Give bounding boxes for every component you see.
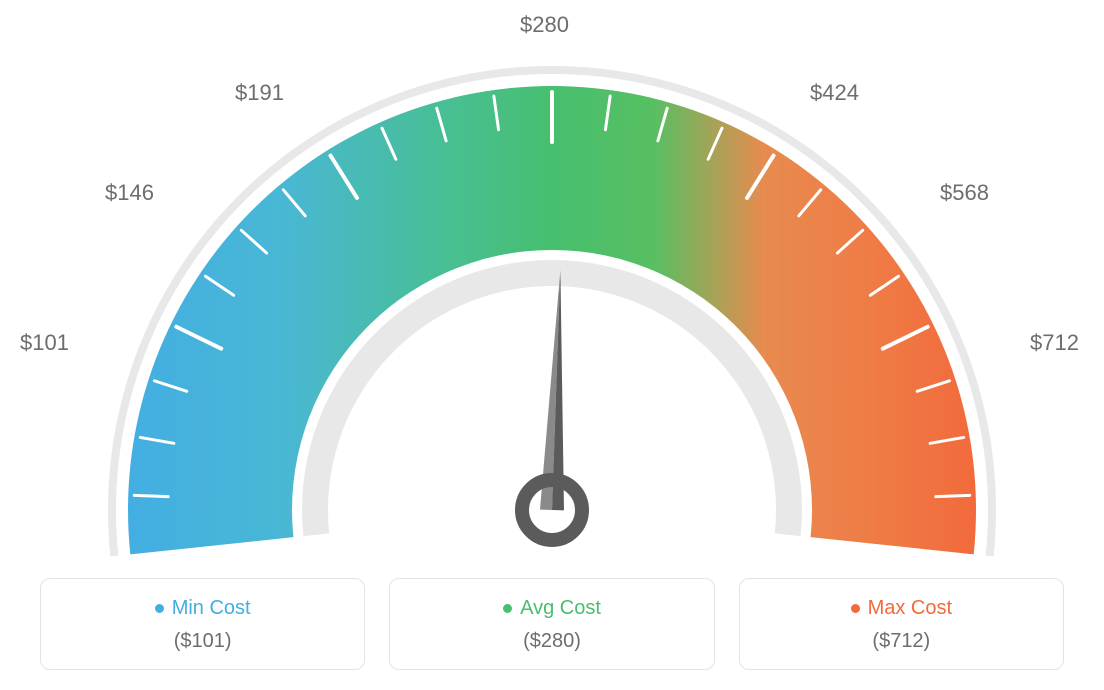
legend-label: Avg Cost: [520, 597, 601, 620]
legend-row: Min Cost ($101) Avg Cost ($280) Max Cost…: [40, 578, 1064, 670]
dot-icon: [503, 604, 512, 613]
legend-value: ($101): [51, 630, 354, 653]
legend-value: ($280): [400, 630, 703, 653]
gauge-tick-label: $146: [105, 180, 154, 206]
gauge-tick-label: $712: [1030, 330, 1079, 356]
legend-label: Max Cost: [868, 597, 952, 620]
gauge-tick-label: $280: [520, 12, 569, 38]
legend-title-min: Min Cost: [155, 597, 251, 620]
gauge-svg: [52, 40, 1052, 580]
legend-card-min: Min Cost ($101): [40, 578, 365, 670]
legend-title-max: Max Cost: [851, 597, 952, 620]
dot-icon: [155, 604, 164, 613]
gauge-tick-label: $191: [235, 80, 284, 106]
gauge-tick-label: $101: [20, 330, 69, 356]
dot-icon: [851, 604, 860, 613]
legend-value: ($712): [750, 630, 1053, 653]
gauge-tick-label: $424: [810, 80, 859, 106]
gauge-chart: $101 $146 $191 $280 $424 $568 $712: [0, 0, 1104, 570]
legend-title-avg: Avg Cost: [503, 597, 601, 620]
legend-card-avg: Avg Cost ($280): [389, 578, 714, 670]
legend-card-max: Max Cost ($712): [739, 578, 1064, 670]
legend-label: Min Cost: [172, 597, 251, 620]
gauge-tick-label: $568: [940, 180, 989, 206]
